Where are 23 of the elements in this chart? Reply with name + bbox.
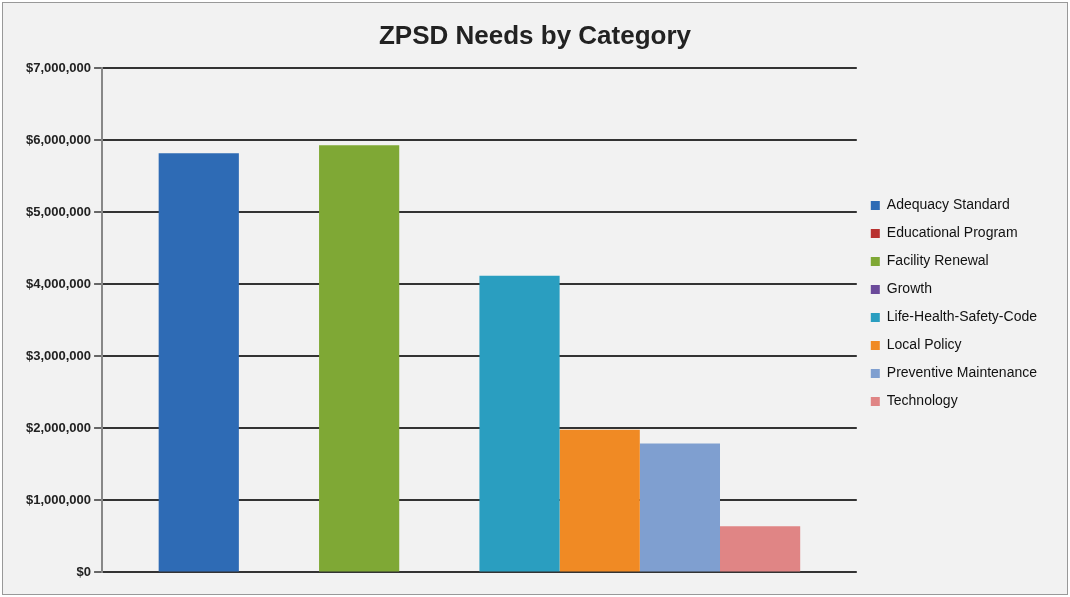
y-tick-label: $3,000,000 bbox=[25, 347, 92, 363]
bar bbox=[479, 275, 560, 572]
bar bbox=[158, 153, 239, 572]
legend-label: Local Policy bbox=[886, 336, 962, 353]
legend-label: Facility Renewal bbox=[886, 252, 989, 269]
y-tick-label: $4,000,000 bbox=[25, 275, 92, 291]
bar bbox=[720, 526, 801, 572]
y-tick-label: $2,000,000 bbox=[25, 419, 92, 435]
legend-label: Technology bbox=[886, 392, 958, 409]
bar bbox=[559, 429, 640, 572]
legend-label: Educational Program bbox=[886, 224, 1018, 241]
y-tick-label: $6,000,000 bbox=[25, 131, 92, 147]
y-tick-label: $1,000,000 bbox=[25, 491, 92, 507]
y-tick-label: $7,000,000 bbox=[25, 59, 92, 75]
legend-label: Life-Health-Safety-Code bbox=[886, 308, 1038, 325]
bar bbox=[639, 443, 721, 572]
legend-label: Preventive Maintenance bbox=[886, 364, 1038, 381]
chart-title: ZPSD Needs by Category bbox=[378, 19, 692, 50]
y-tick-label: $5,000,000 bbox=[25, 203, 92, 219]
y-tick-label: $0 bbox=[76, 563, 92, 579]
bar bbox=[319, 145, 400, 572]
legend-label: Adequacy Standard bbox=[886, 196, 1010, 213]
legend-label: Growth bbox=[886, 280, 932, 297]
